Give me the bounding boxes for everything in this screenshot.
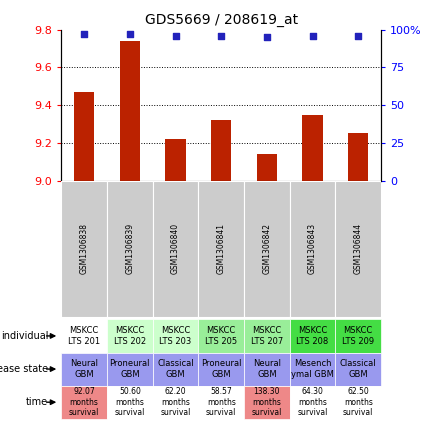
Text: 92.07
months
survival: 92.07 months survival [69,387,99,417]
Text: 62.50
months
survival: 62.50 months survival [343,387,374,417]
Text: Proneural
GBM: Proneural GBM [201,360,241,379]
Bar [302,115,323,181]
Point [81,31,88,38]
Bar [198,181,244,317]
Text: Neural
GBM: Neural GBM [253,360,281,379]
Text: MSKCC
LTS 201: MSKCC LTS 201 [68,326,100,346]
Text: MSKCC
LTS 205: MSKCC LTS 205 [205,326,237,346]
Bar [165,139,186,181]
Text: GSM1306840: GSM1306840 [171,223,180,275]
Text: MSKCC
LTS 209: MSKCC LTS 209 [342,326,374,346]
Point [309,32,316,39]
Bar [257,154,277,181]
Text: GSM1306844: GSM1306844 [354,223,363,275]
Text: Classical
GBM: Classical GBM [340,360,377,379]
Bar [74,92,95,181]
Bar [153,181,198,317]
Bar [244,181,290,317]
Bar [120,41,140,181]
Text: 58.57
months
survival: 58.57 months survival [206,387,237,417]
Bar [107,181,153,317]
Title: GDS5669 / 208619_at: GDS5669 / 208619_at [145,13,298,27]
Text: 62.20
months
survival: 62.20 months survival [160,387,191,417]
Text: Mesench
ymal GBM: Mesench ymal GBM [291,360,334,379]
Point [218,32,225,39]
Bar [211,120,231,181]
Text: disease state: disease state [0,364,48,374]
Bar [61,181,107,317]
Text: 50.60
months
survival: 50.60 months survival [115,387,145,417]
Text: individual: individual [1,331,48,341]
Text: GSM1306841: GSM1306841 [217,223,226,275]
Text: GSM1306838: GSM1306838 [80,223,88,275]
Text: 64.30
months
survival: 64.30 months survival [297,387,328,417]
Text: time: time [26,397,48,407]
Bar [336,181,381,317]
Point [172,32,179,39]
Text: MSKCC
LTS 208: MSKCC LTS 208 [297,326,328,346]
Text: GSM1306843: GSM1306843 [308,223,317,275]
Text: MSKCC
LTS 207: MSKCC LTS 207 [251,326,283,346]
Text: GSM1306839: GSM1306839 [125,223,134,275]
Point [355,32,362,39]
Point [126,31,133,38]
Text: Classical
GBM: Classical GBM [157,360,194,379]
Text: GSM1306842: GSM1306842 [262,223,272,275]
Text: MSKCC
LTS 202: MSKCC LTS 202 [114,326,146,346]
Text: MSKCC
LTS 203: MSKCC LTS 203 [159,326,192,346]
Text: Neural
GBM: Neural GBM [70,360,98,379]
Text: Proneural
GBM: Proneural GBM [110,360,150,379]
Text: 138.30
months
survival: 138.30 months survival [252,387,282,417]
Bar [290,181,336,317]
Bar [348,133,368,181]
Point [263,34,270,41]
